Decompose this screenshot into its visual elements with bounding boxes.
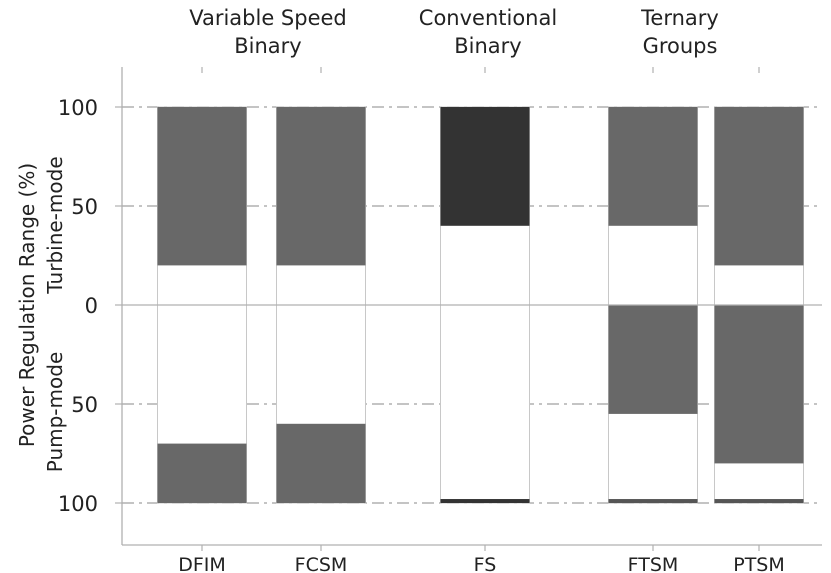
category-label-dfim: DFIM [178,554,226,573]
y-tick-label: 100 [58,492,98,516]
y-axis-label-turbine: Turbine-mode [43,156,67,294]
category-label-fcsm: FCSM [295,554,348,573]
bar-pump-point-ftsm [608,499,698,504]
bar-pump-dfim [157,443,247,503]
category-label-ftsm: FTSM [628,554,679,573]
bar-turbine-ptsm [714,107,804,266]
y-tick-label: 0 [85,294,98,318]
y-tick-label: 100 [58,96,98,120]
y-tick-labels: 100 50 0 50 100 [58,96,122,516]
bar-pump-point-ptsm [714,499,804,504]
group-label-line1: Conventional [419,6,557,30]
bar-pump-ftsm [608,305,698,414]
y-axis-label: Power Regulation Range (%) [15,163,39,447]
bar-pump-fcsm [276,423,366,503]
bar-pump-fs [440,499,530,503]
y-tick-label: 50 [71,393,98,417]
group-label-line2: Binary [454,34,521,58]
category-label-fs: FS [474,554,497,573]
plot-frame [121,67,822,546]
group-label-line2: Groups [643,34,718,58]
bar-pump-ptsm [714,305,804,464]
bar-turbine-fs [440,107,530,226]
group-labels: Variable Speed Binary Conventional Binary Te… [189,6,719,58]
y-axis-title: Power Regulation Range (%) Turbine-mode … [15,156,67,472]
group-label-line2: Binary [234,34,301,58]
category-labels: DFIM FCSM FS FTSM PTSM [178,67,785,573]
bar-turbine-dfim [157,107,247,266]
group-label-line1: Variable Speed [189,6,347,30]
bar-turbine-ftsm [608,107,698,226]
y-axis-label-pump: Pump-mode [43,352,67,473]
category-label-ptsm: PTSM [733,554,785,573]
group-label-line1: Ternary [640,6,719,30]
y-tick-label: 50 [71,195,98,219]
bar-turbine-fcsm [276,107,366,266]
